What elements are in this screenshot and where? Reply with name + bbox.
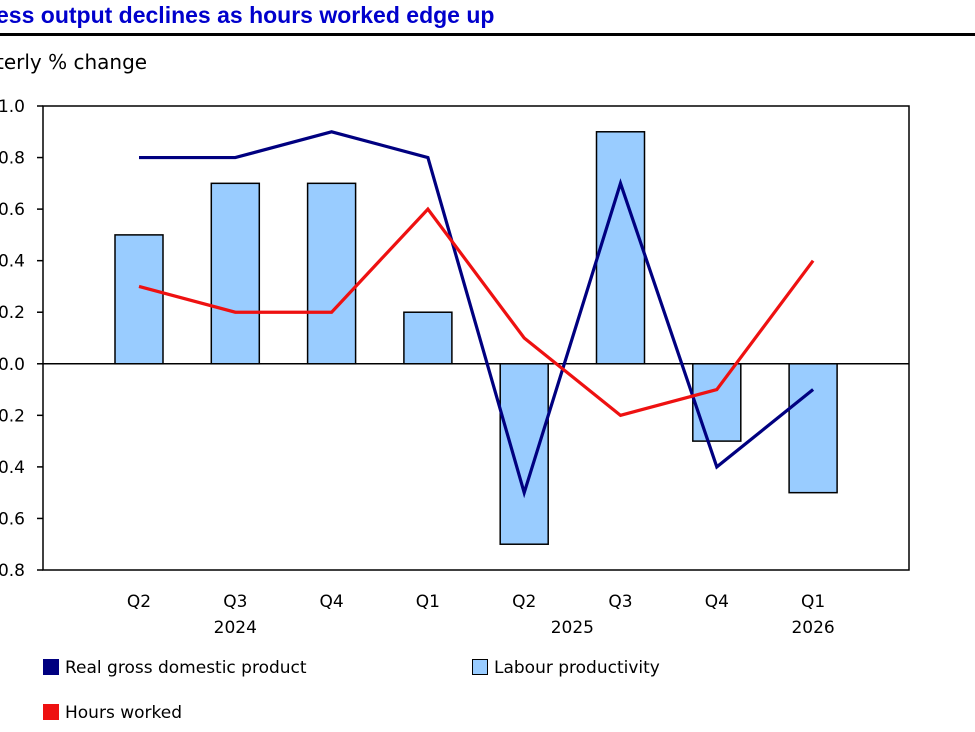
y-tick-label-0: 1.0 (0, 97, 25, 117)
x-tick-label-4: Q2 (512, 592, 536, 612)
x-tick-label-1: Q3 (223, 592, 247, 612)
bars-group (114, 131, 838, 545)
bar-labour-productivity-3 (403, 311, 453, 365)
x-year-label-2025: 2025 (551, 618, 594, 638)
chart-plot: 1.00.80.60.40.20.00.20.40.60.8 Q2 Q3 Q4 Q1 Q… (0, 97, 910, 638)
x-tick-label-0: Q2 (127, 592, 151, 612)
line-real-gross-domestic-product (139, 130, 815, 499)
y-tick-label-2: 0.6 (0, 200, 25, 220)
y-tick-label-7: 0.4 (0, 458, 25, 478)
bar-labour-productivity-7 (788, 363, 838, 494)
legend-item-labour-productivity[interactable]: Labour productivity (472, 658, 660, 678)
y-tick-label-5: 0.0 (0, 355, 25, 375)
y-tick-label-3: 0.4 (0, 252, 25, 272)
lines-group (138, 130, 815, 499)
bar-labour-productivity-4 (499, 363, 549, 545)
line-hours-worked (138, 206, 815, 418)
plot-frame (42, 105, 910, 571)
legend-item-hours-worked[interactable]: Hours worked (43, 703, 182, 723)
legend-label-labour-productivity: Labour productivity (494, 658, 660, 678)
y-ticks-group: 1.0 0.8 0.6 0.4 0.2 0.0 0.2 0.4 0.6 0.8 (0, 97, 43, 581)
bar-labour-productivity-1 (210, 182, 261, 365)
x-year-label-2026: 2026 (791, 618, 834, 638)
x-tick-label-3: Q1 (416, 592, 440, 612)
bar-labour-productivity-5 (595, 131, 646, 365)
x-tick-label-5: Q3 (608, 592, 632, 612)
plot-frame-group (42, 105, 910, 571)
bar-labour-productivity-0 (114, 234, 164, 365)
legend-label-real-gdp: Real gross domestic product (65, 658, 307, 678)
legend-swatch-hours-worked (43, 704, 59, 720)
legend-item-real-gdp[interactable]: Real gross domestic product (43, 658, 307, 678)
x-ticks-group: Q2 Q3 Q4 Q1 Q2 Q3 Q4 Q1 2024 2025 2026 (127, 592, 835, 638)
y-tick-label-6: 0.2 (0, 406, 25, 426)
chart-title: ess output declines as hours worked edge… (0, 2, 495, 28)
bar-labour-productivity-2 (306, 182, 357, 365)
x-tick-label-7: Q1 (801, 592, 825, 612)
title-rule (0, 33, 975, 36)
x-tick-label-6: Q4 (705, 592, 729, 612)
y-axis-unit-label: terly % change (0, 50, 148, 74)
legend-swatch-real-gdp (43, 659, 59, 675)
legend-swatch-labour-productivity (472, 659, 488, 675)
y-tick-label-1: 0.8 (0, 149, 25, 169)
bar-labour-productivity-6 (692, 363, 742, 442)
x-year-label-2024: 2024 (214, 618, 257, 638)
y-tick-label-4: 0.2 (0, 303, 25, 323)
y-tick-label-9: 0.8 (0, 561, 25, 581)
legend-label-hours-worked: Hours worked (65, 703, 182, 723)
y-tick-label-8: 0.6 (0, 509, 25, 529)
x-tick-label-2: Q4 (319, 592, 343, 612)
